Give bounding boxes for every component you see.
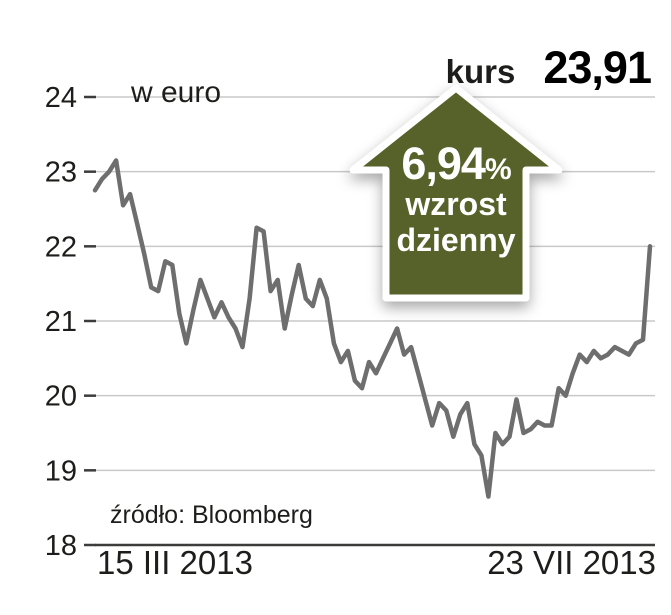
kurs-label: kurs bbox=[445, 53, 516, 90]
y-tick-label: 21 bbox=[45, 306, 77, 338]
arrow-badge-svg bbox=[349, 84, 563, 302]
source-label: źródło: Bloomberg bbox=[110, 501, 313, 529]
x-axis-label-end: 23 VII 2013 bbox=[487, 544, 656, 581]
badge-text: 6,94% wzrost dzienny bbox=[360, 140, 552, 259]
x-axis-label-start: 15 III 2013 bbox=[97, 544, 253, 581]
y-tick-label: 19 bbox=[45, 455, 77, 487]
price-line-series bbox=[92, 158, 653, 499]
kurs-row: kurs 23,91 bbox=[445, 42, 652, 94]
increase-arrow-badge: 6,94% wzrost dzienny bbox=[347, 82, 565, 306]
badge-percent: 6,94% bbox=[360, 140, 552, 187]
y-tick-label: 20 bbox=[45, 381, 77, 413]
badge-percent-value: 6,94 bbox=[401, 138, 486, 189]
badge-line2: dzienny bbox=[396, 222, 516, 259]
kurs-value: 23,91 bbox=[543, 42, 652, 93]
y-tick-label: 24 bbox=[45, 82, 77, 114]
y-tick-label: 23 bbox=[45, 157, 77, 189]
unit-label: w euro bbox=[131, 76, 222, 109]
y-tick-label: 22 bbox=[45, 231, 77, 263]
y-tick-label: 18 bbox=[45, 530, 77, 562]
arrow-up-icon bbox=[349, 84, 563, 302]
percent-sign: % bbox=[484, 153, 512, 186]
badge-line1: wzrost bbox=[405, 186, 507, 223]
